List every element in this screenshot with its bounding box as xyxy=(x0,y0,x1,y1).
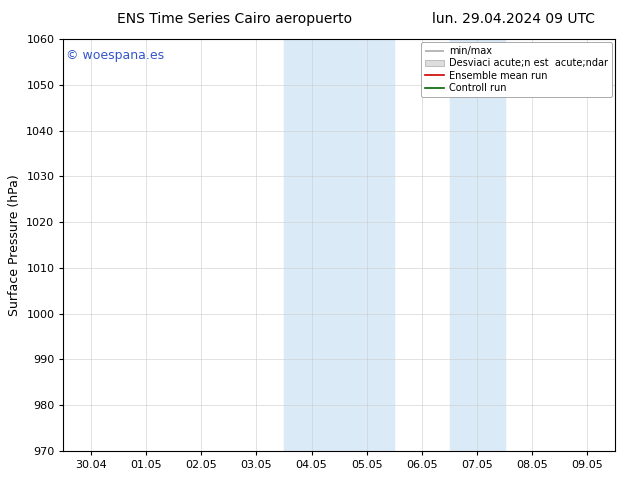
Text: © woespana.es: © woespana.es xyxy=(66,49,164,63)
Bar xyxy=(450,39,505,451)
Text: lun. 29.04.2024 09 UTC: lun. 29.04.2024 09 UTC xyxy=(432,12,595,26)
Bar xyxy=(284,39,394,451)
Y-axis label: Surface Pressure (hPa): Surface Pressure (hPa) xyxy=(8,174,21,316)
Legend: min/max, Desviaci acute;n est  acute;ndar, Ensemble mean run, Controll run: min/max, Desviaci acute;n est acute;ndar… xyxy=(421,42,612,97)
Text: ENS Time Series Cairo aeropuerto: ENS Time Series Cairo aeropuerto xyxy=(117,12,352,26)
